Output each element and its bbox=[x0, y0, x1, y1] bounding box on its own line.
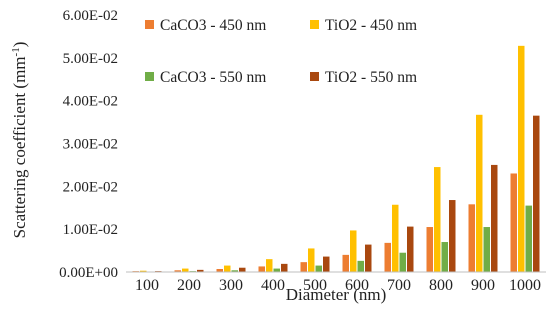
y-tick-label: 3.00E-02 bbox=[63, 137, 118, 153]
bar-caco3-550nm-800 bbox=[442, 242, 449, 272]
legend-label: CaCO3 - 550 nm bbox=[160, 69, 266, 86]
bar-caco3-450nm-500 bbox=[301, 262, 308, 272]
bar-tio2-550nm-500 bbox=[323, 257, 330, 272]
legend-swatch bbox=[310, 20, 319, 29]
bar-caco3-550nm-1000 bbox=[526, 206, 533, 272]
bar-caco3-450nm-700 bbox=[385, 243, 392, 272]
y-tick-label: 4.00E-02 bbox=[63, 94, 118, 110]
bar-tio2-450nm-400 bbox=[266, 259, 273, 272]
bar-tio2-550nm-900 bbox=[491, 165, 498, 272]
legend-swatch bbox=[145, 20, 154, 29]
y-tick-label: 5.00E-02 bbox=[63, 51, 118, 67]
x-tick-label: 200 bbox=[177, 277, 201, 294]
bar-tio2-550nm-800 bbox=[449, 200, 456, 272]
x-tick-label: 700 bbox=[387, 277, 411, 294]
legend: CaCO3 - 450 nm TiO2 - 450 nm CaCO3 - 550 n… bbox=[145, 17, 417, 86]
bar-caco3-450nm-400 bbox=[259, 266, 266, 272]
y-tick-labels: 0.00E+00 1.00E-02 2.00E-02 3.00E-02 4.00E-02… bbox=[59, 8, 118, 281]
bar-tio2-550nm-300 bbox=[239, 268, 246, 272]
legend-swatch bbox=[310, 72, 319, 81]
bar-tio2-450nm-200 bbox=[182, 269, 189, 272]
bar-caco3-550nm-600 bbox=[358, 261, 365, 272]
y-axis-title-superscript: -1 bbox=[10, 47, 22, 56]
bar-tio2-450nm-700 bbox=[392, 205, 399, 272]
legend-label: TiO2 - 550 nm bbox=[325, 69, 417, 86]
legend-label: TiO2 - 450 nm bbox=[325, 17, 417, 34]
bar-tio2-550nm-400 bbox=[281, 264, 288, 272]
x-tick-label: 900 bbox=[471, 277, 495, 294]
bar-caco3-450nm-800 bbox=[427, 227, 434, 272]
y-axis-title-main: Scattering coefficient (mm bbox=[10, 56, 29, 238]
y-tick-label: 6.00E-02 bbox=[63, 8, 118, 24]
bar-caco3-450nm-1000 bbox=[511, 173, 518, 272]
bar-tio2-550nm-600 bbox=[365, 245, 372, 272]
bar-tio2-550nm-1000 bbox=[533, 116, 540, 272]
bar-tio2-450nm-600 bbox=[350, 230, 357, 272]
bar-tio2-450nm-1000 bbox=[518, 46, 525, 272]
bar-caco3-450nm-600 bbox=[343, 255, 350, 272]
x-tick-label: 400 bbox=[261, 277, 285, 294]
bar-tio2-450nm-300 bbox=[224, 266, 231, 272]
bar-caco3-550nm-900 bbox=[484, 227, 491, 272]
bar-caco3-550nm-700 bbox=[400, 253, 407, 272]
legend-swatch bbox=[145, 72, 154, 81]
bar-caco3-550nm-500 bbox=[316, 266, 323, 272]
x-tick-label: 300 bbox=[219, 277, 243, 294]
legend-label: CaCO3 - 450 nm bbox=[160, 17, 266, 34]
bar-caco3-550nm-400 bbox=[274, 269, 281, 272]
x-axis-title: Diameter (nm) bbox=[286, 285, 387, 304]
bar-tio2-450nm-500 bbox=[308, 248, 315, 272]
y-tick-label: 2.00E-02 bbox=[63, 179, 118, 195]
y-axis-title: Scattering coefficient (mm-1) bbox=[10, 42, 29, 239]
y-tick-label: 1.00E-02 bbox=[63, 222, 118, 238]
x-tick-label: 100 bbox=[135, 277, 159, 294]
y-tick-label: 0.00E+00 bbox=[59, 265, 118, 281]
x-tick-label: 1000 bbox=[509, 277, 541, 294]
x-tick-label: 800 bbox=[429, 277, 453, 294]
bar-tio2-450nm-900 bbox=[476, 115, 483, 272]
bar-tio2-550nm-700 bbox=[407, 227, 414, 272]
y-axis-title-close: ) bbox=[10, 42, 29, 48]
bar-caco3-450nm-900 bbox=[469, 204, 476, 272]
bar-tio2-450nm-800 bbox=[434, 167, 441, 272]
